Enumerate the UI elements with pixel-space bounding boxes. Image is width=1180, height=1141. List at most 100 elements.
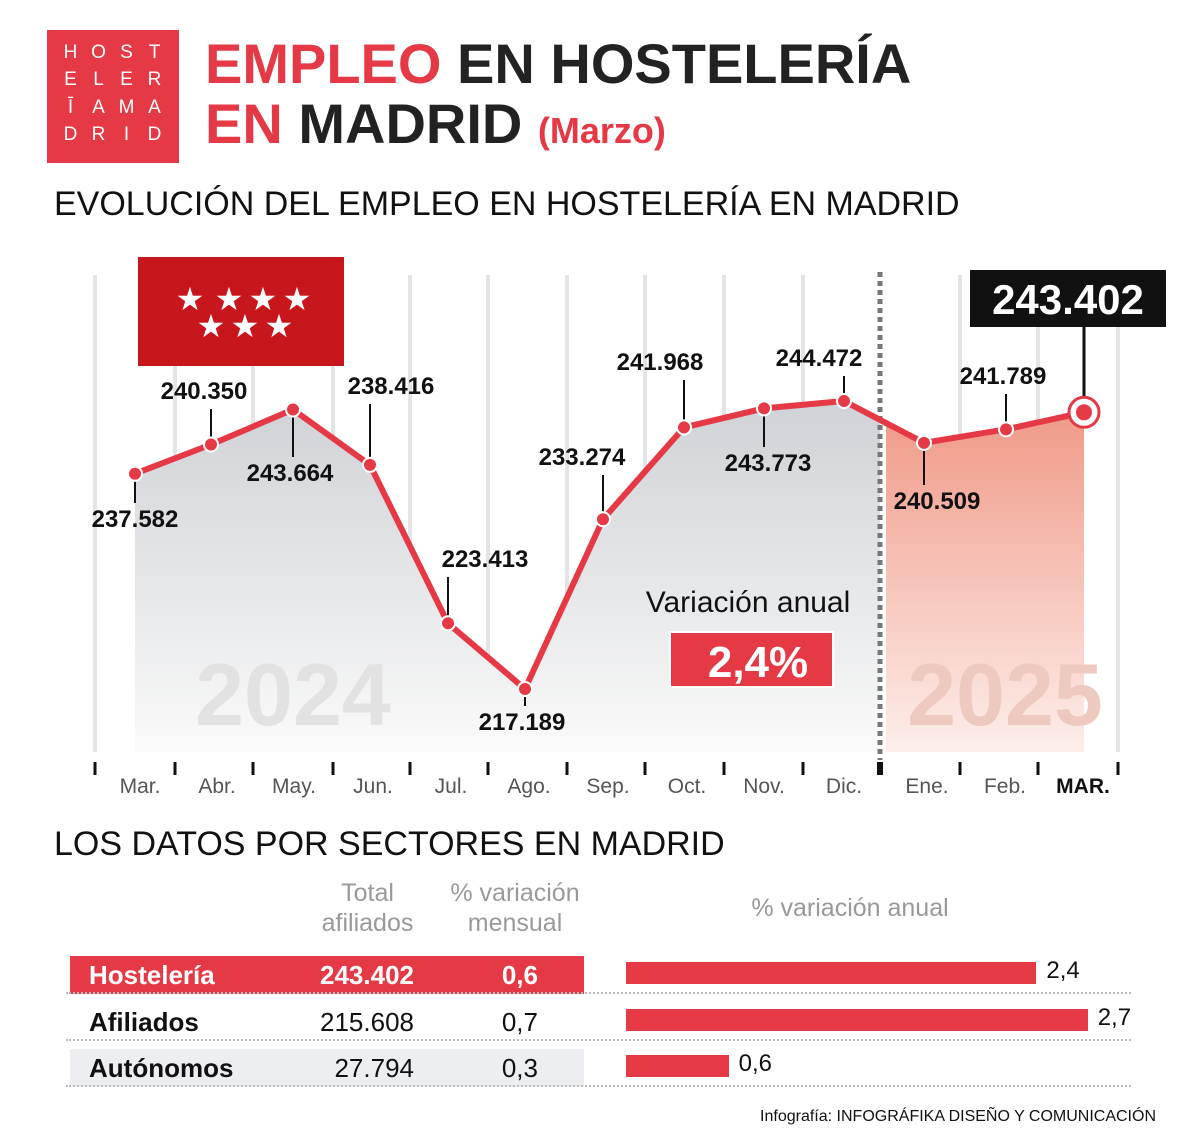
x-tick-label: Jun. — [353, 775, 393, 798]
row-name: Hostelería — [89, 960, 215, 990]
table-row: Autónomos 27.794 0,3 — [70, 1049, 584, 1087]
bar-value-label: 0,6 — [738, 1050, 772, 1077]
x-tick-label: MAR. — [1056, 775, 1110, 798]
logo-letter: M — [118, 96, 136, 118]
star-icon: ★ — [231, 308, 260, 344]
row-divider — [66, 992, 1131, 994]
row-mensual: 0,7 — [501, 1007, 538, 1037]
logo-letter: E — [120, 69, 134, 91]
x-tick-label: Ago. — [507, 775, 550, 798]
row-total: 27.794 — [334, 1053, 414, 1083]
table-row: Afiliados 215.608 0,7 — [70, 1003, 584, 1041]
header-mensual: % variación mensual — [440, 878, 590, 938]
data-point — [440, 615, 456, 632]
logo-letter: S — [120, 42, 134, 63]
title-line2-red: EN — [205, 92, 283, 155]
star-icon: ★ — [197, 308, 226, 344]
logo-letter: Ī — [67, 96, 75, 118]
data-label: 243.402 — [992, 276, 1144, 323]
data-label: 240.350 — [161, 378, 248, 405]
table-row: Hostelería 243.402 0,6 — [70, 956, 584, 994]
data-point — [127, 465, 143, 482]
row-total: 215.608 — [320, 1007, 414, 1037]
current-value-box — [970, 270, 1166, 327]
header-anual: % variación anual — [751, 894, 949, 922]
logo-letter: L — [93, 69, 105, 91]
row-total: 243.402 — [320, 960, 414, 990]
credit: Infografía: INFOGRÁFIKA DISEÑO Y COMUNIC… — [760, 1108, 1156, 1126]
star-icon: ★ — [176, 281, 205, 317]
data-point — [285, 401, 301, 418]
logo-letter: A — [92, 96, 106, 118]
x-tick-label: Nov. — [743, 775, 785, 798]
data-point — [517, 681, 533, 697]
data-label: 243.773 — [725, 450, 812, 477]
x-tick-label: Abr. — [198, 775, 235, 798]
logo-letter: I — [123, 123, 131, 145]
line-chart: 2024 2025★ ★ ★ ★★ ★ ★237.582240.350243.664238.… — [92, 257, 1166, 798]
data-point — [595, 511, 611, 528]
star-icon: ★ — [249, 281, 278, 317]
star-icon: ★ — [265, 308, 294, 344]
data-label: 243.664 — [247, 460, 334, 487]
title-rest: EN HOSTELERÍA — [441, 32, 912, 95]
data-label: 223.413 — [442, 546, 529, 573]
data-point — [836, 393, 852, 409]
row-mensual: 0,3 — [501, 1053, 538, 1083]
data-point — [916, 434, 932, 451]
data-label: 244.472 — [776, 345, 863, 372]
x-tick-label: Feb. — [984, 775, 1026, 798]
x-tick-label: May. — [272, 775, 316, 798]
section-title-evolution: EVOLUCIÓN DEL EMPLEO EN HOSTELERÍA EN MA… — [54, 185, 960, 223]
data-label: 238.416 — [348, 373, 435, 400]
section-title-sectors: LOS DATOS POR SECTORES EN MADRID — [54, 825, 725, 863]
annotation-box — [669, 631, 834, 688]
star-icon: ★ — [283, 281, 312, 317]
data-point — [203, 436, 219, 453]
x-tick-label: Mar. — [120, 775, 161, 798]
data-point — [998, 421, 1014, 438]
subtitle: (Marzo) — [537, 110, 666, 151]
x-tick-label: Sep. — [586, 775, 629, 798]
data-label: 240.509 — [894, 488, 981, 515]
annual-variation-bar — [626, 1009, 1088, 1031]
logo-letter: H — [63, 42, 79, 63]
logo-letter: E — [64, 69, 78, 91]
row-divider — [66, 1039, 1131, 1041]
row-mensual: 0,6 — [501, 960, 538, 990]
header-total: Total afiliados — [300, 878, 435, 938]
row-name: Afiliados — [89, 1007, 199, 1037]
data-point — [676, 419, 692, 436]
bar-value-label: 2,7 — [1097, 1004, 1132, 1031]
data-point — [362, 456, 378, 473]
annotation-value: 2,4% — [708, 638, 808, 687]
header-total-text: Total afiliados — [321, 879, 414, 937]
star-icon: ★ — [215, 281, 244, 317]
logo-letter: D — [63, 123, 79, 145]
annual-variation-bar — [626, 1055, 729, 1077]
data-point — [1076, 404, 1092, 421]
logo-letter: R — [91, 123, 107, 145]
header-mensual-text: % variación mensual — [450, 879, 580, 937]
logo-letter: T — [148, 42, 162, 63]
credit-prefix: Infografía: — [760, 1108, 837, 1125]
title-line2-rest: MADRID — [282, 92, 523, 155]
x-tick-label: Ene. — [905, 775, 948, 798]
data-label: 241.789 — [960, 363, 1047, 390]
row-divider — [66, 1085, 1131, 1087]
logo-letter: O — [91, 42, 107, 63]
title-red: EMPLEO — [205, 32, 442, 95]
data-point — [756, 400, 772, 417]
madrid-flag — [138, 257, 344, 366]
x-tick-label: Dic. — [826, 775, 862, 798]
data-label: 217.189 — [479, 709, 566, 736]
x-tick-label: Jul. — [435, 775, 468, 798]
year-label-2025: 2025 — [907, 645, 1103, 744]
data-label: 241.968 — [617, 349, 704, 376]
logo-letter: D — [147, 123, 163, 145]
x-tick-label: Oct. — [668, 775, 707, 798]
data-label: 233.274 — [539, 444, 626, 471]
area-2025 — [886, 412, 1084, 752]
